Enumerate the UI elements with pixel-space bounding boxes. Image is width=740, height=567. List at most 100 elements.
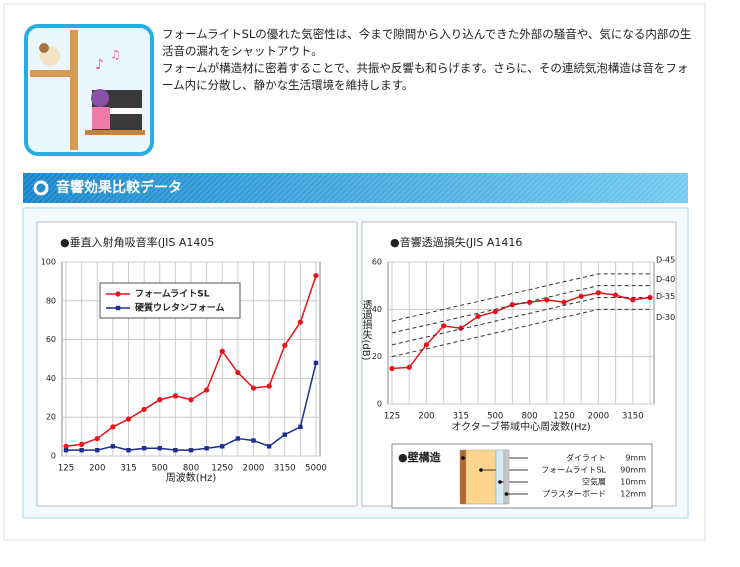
x-tick-label: 200 [418, 412, 434, 422]
x-tick-label: 1250 [553, 412, 575, 422]
legend-marker [115, 291, 121, 297]
paragraph: フォームライトSLの優れた気密性は、今まで隙間から入り込んできた外部の騒音や、気… [162, 27, 692, 58]
point [219, 348, 225, 354]
point [313, 360, 319, 366]
point [204, 387, 210, 393]
point [157, 397, 163, 403]
layer-name: ダイライト [566, 453, 606, 463]
layer-name: フォームライトSL [541, 466, 606, 475]
x-axis-label: オクターブ帯域中心周波数(Hz) [451, 420, 590, 433]
icon: ♪♫ [24, 24, 154, 156]
y-tick-label: 0 [377, 400, 382, 409]
y-tick-label: 20 [46, 413, 56, 422]
point [561, 299, 567, 305]
point [141, 446, 147, 451]
section-title: 音響効果比較データ [56, 179, 182, 196]
y-tick-label: 20 [372, 352, 382, 361]
y-tick-label: 40 [372, 305, 382, 314]
paragraph: フォームが構造材に密着することで、共振や反響も和らげます。さらに、その連続気泡構… [162, 61, 689, 92]
point [389, 365, 395, 372]
section-header: 音響効果比較データ [23, 173, 688, 203]
point [406, 364, 412, 370]
y-tick-label: 0 [51, 452, 56, 461]
point [250, 385, 257, 391]
x-tick-label: 3150 [274, 464, 296, 474]
point [595, 290, 602, 296]
point [173, 447, 178, 453]
point [251, 438, 256, 443]
series-line [391, 273, 650, 322]
point [141, 406, 147, 413]
point [266, 383, 272, 389]
point [110, 444, 116, 449]
point [613, 292, 619, 298]
point [475, 313, 481, 320]
point [79, 447, 84, 453]
point [172, 393, 178, 399]
y-axis-label: 透過損失(dB) [360, 299, 372, 360]
frame [3, 3, 706, 541]
point [458, 325, 464, 331]
svg-text:♫: ♫ [110, 48, 121, 62]
legend-label: フォームライトSL [135, 289, 210, 300]
x-tick-label: 125 [58, 464, 74, 474]
point [125, 416, 132, 422]
point [95, 447, 100, 453]
layer-thickness: 12mm [620, 490, 646, 499]
series-label: D-45 [656, 255, 675, 264]
y-tick-label: 60 [46, 335, 56, 344]
point [79, 441, 85, 447]
x-tick-label: 2000 [588, 412, 610, 422]
x-tick-label: 500 [487, 412, 503, 422]
point [110, 424, 116, 430]
x-tick-label: 500 [152, 464, 168, 474]
point [527, 299, 533, 305]
point [423, 342, 429, 348]
point [157, 446, 162, 451]
point [630, 297, 636, 303]
legend [99, 282, 241, 319]
point [441, 323, 447, 329]
wall-layer [495, 449, 505, 505]
x-tick-label: 315 [120, 464, 136, 474]
point [578, 293, 584, 299]
x-tick-label: 800 [521, 412, 537, 422]
point [266, 444, 272, 449]
point [204, 446, 209, 451]
y-tick-label: 60 [372, 258, 382, 267]
point [282, 342, 288, 349]
intro: フォームライトSLの優れた気密性は、今まで隙間から入り込んできた外部の騒音や、気… [162, 26, 692, 94]
point [235, 369, 241, 376]
y-tick-label: 40 [46, 374, 56, 383]
point [235, 436, 241, 441]
point [188, 447, 194, 453]
point [298, 424, 303, 430]
point [220, 444, 225, 449]
x-tick-label: 800 [183, 464, 199, 474]
point [492, 309, 498, 315]
series-label: D-40 [656, 275, 675, 284]
point [544, 297, 550, 303]
layer-thickness: 90mm [620, 466, 646, 475]
wall-box [391, 443, 653, 509]
point [282, 432, 287, 437]
svg-text:♪: ♪ [95, 57, 104, 73]
point [313, 272, 319, 279]
y-tick-label: 80 [46, 296, 56, 305]
point [297, 319, 303, 325]
legend-label: 硬質ウレタンフォーム [135, 302, 224, 314]
plot-area [387, 261, 655, 405]
point [509, 302, 515, 308]
series-line [391, 297, 650, 346]
x-tick-label: 2000 [243, 464, 265, 474]
wall-layer [503, 449, 510, 505]
y-tick-label: 100 [41, 258, 56, 267]
point [63, 447, 69, 453]
point [188, 397, 194, 403]
chart-title: ●垂直入射角吸音率(JIS A1405 [60, 235, 214, 249]
x-tick-label: 3150 [622, 412, 644, 422]
x-tick-label: 125 [384, 412, 400, 422]
series-label: D-35 [656, 292, 675, 301]
